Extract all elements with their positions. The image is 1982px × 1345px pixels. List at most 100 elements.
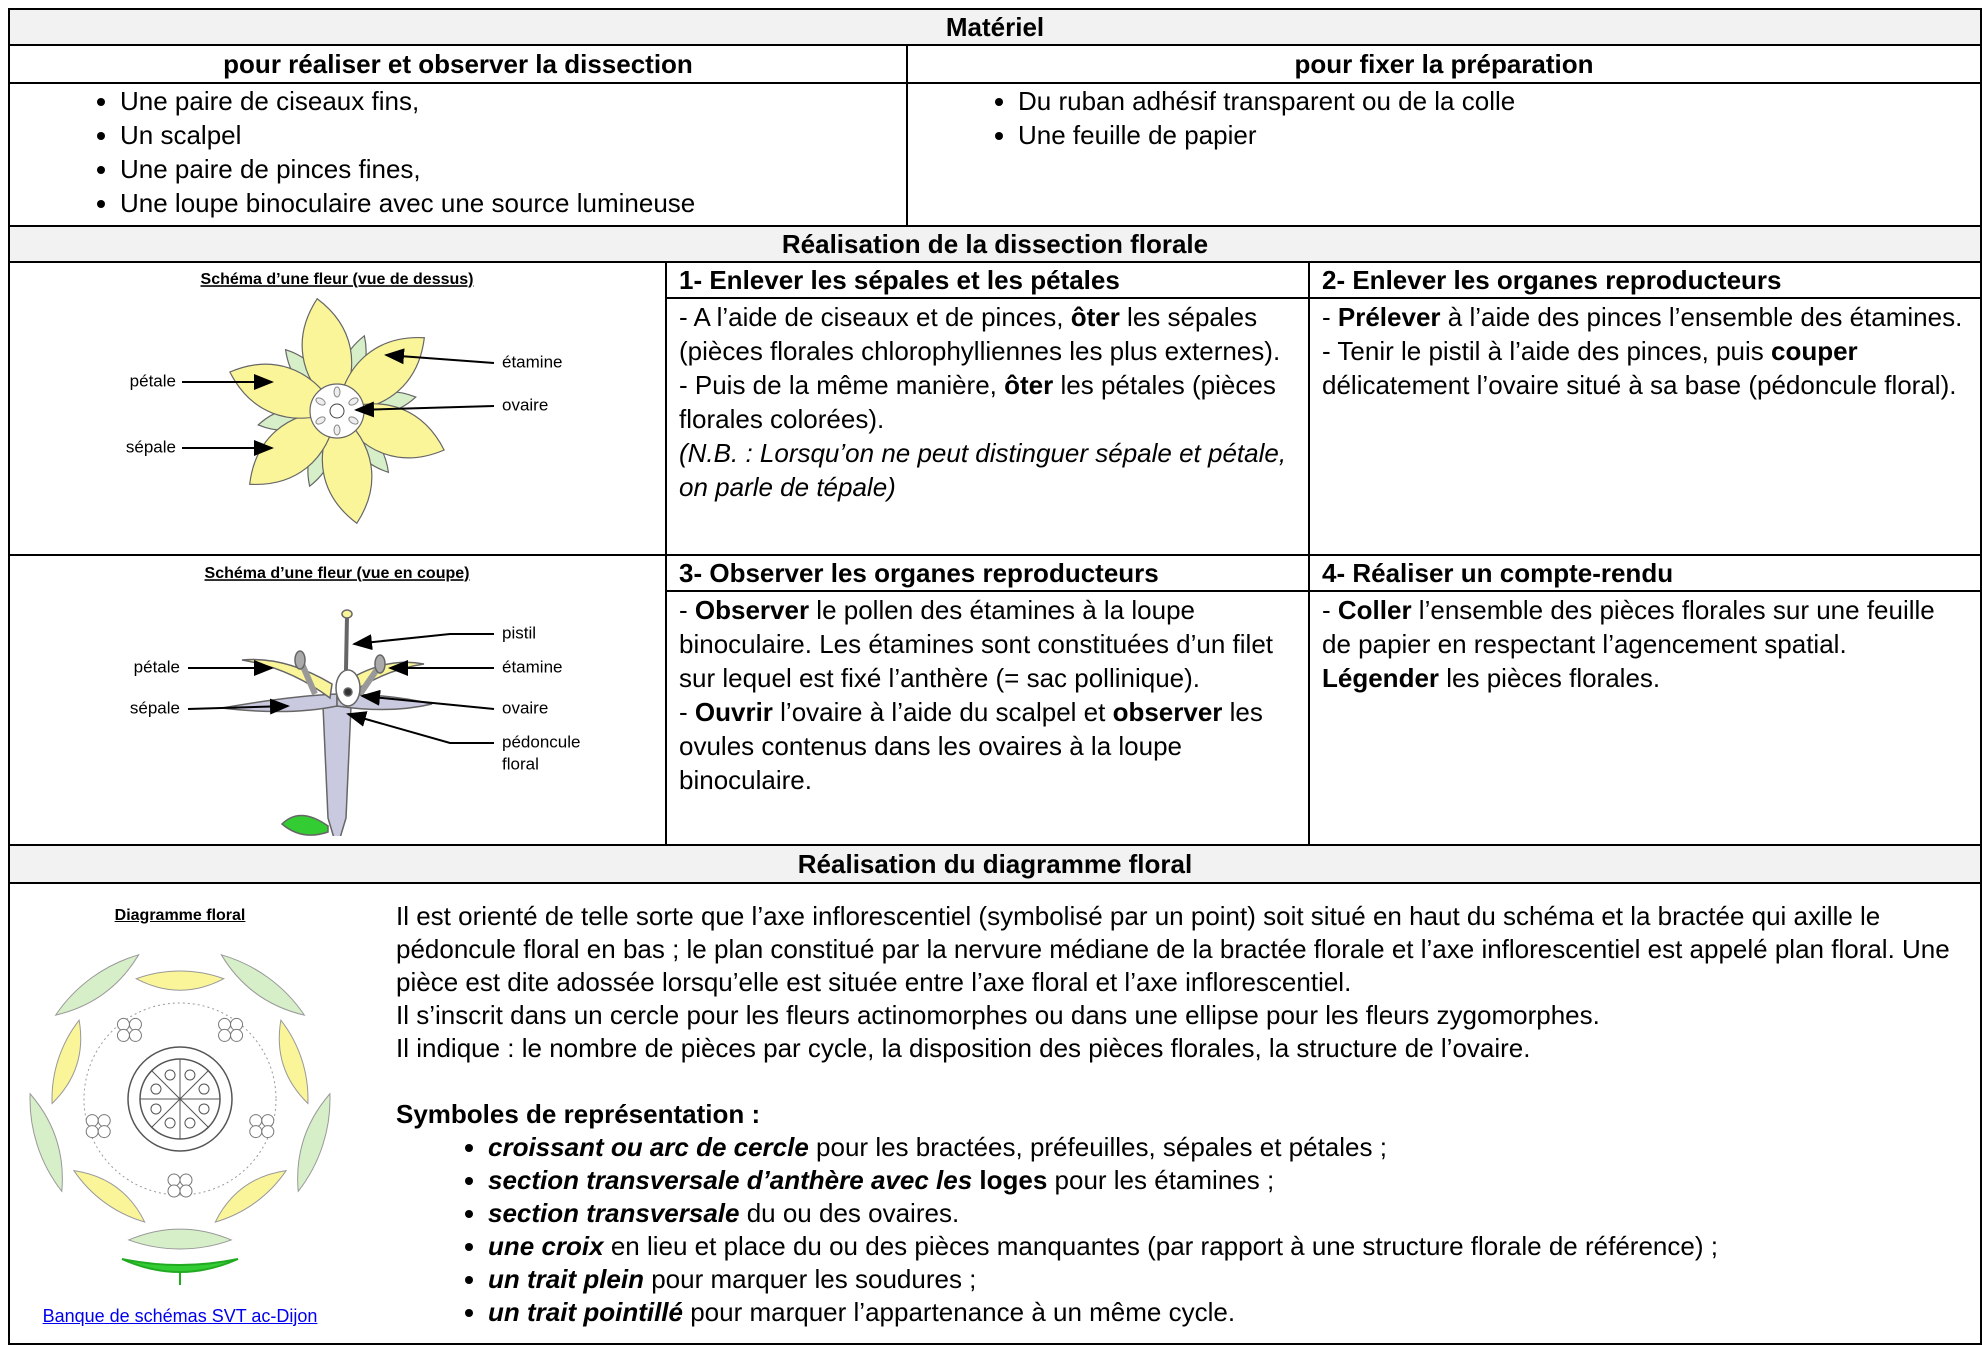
label-arrows — [187, 633, 495, 744]
petal — [321, 410, 373, 525]
material-list: Une paire de ciseaux fins, Un scalpel Un… — [10, 84, 906, 220]
anther — [218, 1017, 232, 1031]
text-run: - — [679, 595, 695, 625]
crescent — [220, 953, 306, 1016]
ovule — [198, 1083, 210, 1095]
septum — [179, 1098, 209, 1128]
text-run: - Tenir le pistil à l’aide des pinces, p… — [1322, 336, 1771, 366]
bold-text: ôter — [1070, 302, 1120, 332]
anther — [97, 1114, 111, 1128]
stamen — [315, 416, 326, 425]
list-cell: Une paire de ciseaux fins, Un scalpel Un… — [8, 82, 908, 227]
figure-title: Diagramme floral — [114, 907, 246, 924]
paragraph: - A l’aide de ciseaux et de pinces, ôter… — [679, 300, 1296, 368]
text-style: un trait pointillé — [488, 1297, 683, 1327]
italic-text: un trait plein — [488, 1264, 644, 1294]
text-run: l’ovaire à l’aide du scalpel et — [772, 697, 1113, 727]
flower-drawing — [221, 609, 433, 851]
section-title: Réalisation du diagramme floral — [7, 844, 1982, 884]
bold-text: Coller — [1337, 595, 1412, 625]
figure-label: sépale — [126, 437, 176, 456]
bold-text: ôter — [1004, 370, 1054, 400]
step-heading: 4- Réaliser un compte-rendu — [1310, 556, 1981, 592]
diagram-cell: Diagramme floral Banque de schémas SVT a… — [7, 882, 1982, 1345]
ovule — [164, 1117, 176, 1129]
paragraph: - Puis de la même manière, ôter les péta… — [679, 368, 1296, 436]
step-heading: 3- Observer les organes reproducteurs — [667, 556, 1308, 592]
text-style: une croix — [488, 1231, 604, 1261]
step-body: - A l’aide de ciseaux et de pinces, ôter… — [667, 299, 1308, 505]
crescent — [127, 1228, 233, 1250]
bold-text: loges — [979, 1165, 1048, 1195]
figure-cell: Schéma d’une fleur (vue de dessus) pétal… — [8, 261, 667, 556]
ovule — [164, 1069, 176, 1081]
list-item: un trait plein pour marquer les soudures… — [488, 1263, 1972, 1296]
text-run: en lieu et place du ou des pièces manqua… — [603, 1231, 1718, 1261]
list-cell: Du ruban adhésif transparent ou de la co… — [905, 82, 1982, 227]
text-run: le pollen des étamines à la loupe binocu… — [679, 595, 1274, 693]
text-run: - — [679, 697, 695, 727]
figure-title: Schéma d’une fleur (vue en coupe) — [205, 565, 470, 582]
paragraph: Il s’inscrit dans un cercle pour les fle… — [396, 1000, 1600, 1030]
step-heading: 2- Enlever les organes reproducteurs — [1310, 263, 1981, 299]
figure-label: pistil — [502, 623, 536, 642]
septum — [179, 1070, 209, 1100]
column-heading: pour réaliser et observer la dissection — [8, 44, 908, 84]
anther — [249, 1125, 263, 1139]
bold-text: Prélever — [1337, 302, 1441, 332]
list-item: Un scalpel — [120, 118, 906, 152]
source-link[interactable]: Banque de schémas SVT ac-Dijon — [42, 1306, 318, 1326]
ovule — [184, 1117, 196, 1129]
step-cell: 1- Enlever les sépales et les pétales - … — [665, 261, 1310, 556]
text-run: - — [1322, 302, 1338, 332]
septum — [151, 1070, 181, 1100]
material-table: Matériel pour réaliser et observer la di… — [7, 8, 1982, 1345]
anther — [167, 1184, 181, 1198]
crescent — [51, 1018, 82, 1105]
anther — [230, 1017, 244, 1031]
stamen — [315, 397, 326, 406]
figure-cell: Schéma d’une fleur (vue en coupe) — [8, 554, 667, 851]
cycle-line — [83, 1002, 277, 1196]
list-item: section transversale du ou des ovaires. — [488, 1197, 1972, 1230]
figure-label: pétale — [134, 657, 180, 676]
ovary — [329, 403, 345, 419]
text-run: les sépales (pièces florales chlorophyll… — [679, 302, 1281, 366]
text-run: délicatement l’ovaire situé à sa base (p… — [1322, 370, 1957, 400]
list-item: croissant ou arc de cercle pour les brac… — [488, 1131, 1972, 1164]
anther — [179, 1173, 193, 1187]
label-arrows — [182, 348, 495, 456]
italic-text: section transversale — [488, 1198, 740, 1228]
anther — [116, 1028, 130, 1042]
text-run: les pétales (pièces florales colorées). — [679, 370, 1276, 434]
section-title: Matériel — [7, 8, 1982, 46]
figure-label: pétale — [130, 371, 176, 390]
italic-text: une croix — [488, 1231, 604, 1261]
text-style: croissant ou arc de cercle — [488, 1132, 809, 1162]
subheading: Symboles de représentation : — [396, 1098, 1972, 1131]
list-item: Une feuille de papier — [1018, 118, 1980, 152]
floral-diagram — [29, 953, 331, 1285]
paragraph: - Ouvrir l’ovaire à l’aide du scalpel et… — [679, 695, 1296, 797]
anther — [85, 1114, 99, 1128]
anther — [128, 1017, 142, 1031]
step-body: - Observer le pollen des étamines à la l… — [667, 592, 1308, 798]
ovule — [198, 1103, 210, 1115]
stamen — [348, 416, 359, 425]
text-run: à l’aide des pinces l’ensemble des étami… — [1440, 302, 1963, 332]
figure-label: floral — [502, 754, 539, 773]
italic-text: (N.B. : Lorsqu’on ne peut distinguer sép… — [679, 438, 1287, 502]
anther — [179, 1184, 193, 1198]
list-item: Une paire de pinces fines, — [120, 152, 906, 186]
section-title: Réalisation de la dissection florale — [7, 225, 1982, 263]
list-item: Une loupe binoculaire avec une source lu… — [120, 186, 906, 220]
step-cell: 2- Enlever les organes reproducteurs - P… — [1307, 261, 1982, 556]
crescent — [214, 1169, 288, 1223]
diagram-section: Diagramme floral Banque de schémas SVT a… — [10, 884, 1980, 1343]
anther — [85, 1125, 99, 1139]
stamen — [333, 424, 341, 436]
text-run: pour marquer l’appartenance à un même cy… — [683, 1297, 1236, 1327]
text-run: - A l’aide de ciseaux et de pinces, — [679, 302, 1071, 332]
ovule — [150, 1083, 162, 1095]
paragraph: - Coller l’ensemble des pièces florales … — [1322, 593, 1968, 695]
